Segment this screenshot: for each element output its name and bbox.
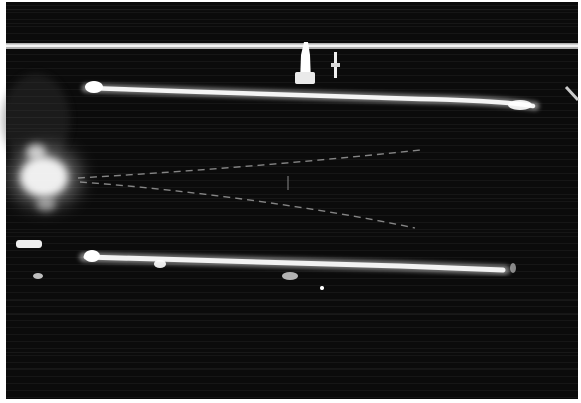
- dashed-trace: [77, 149, 421, 229]
- lower-streak: [79, 250, 510, 280]
- photo-background: [6, 2, 578, 399]
- top-marker: [295, 42, 340, 84]
- scan-lines: [6, 9, 578, 369]
- glowing-sphere: [9, 144, 81, 211]
- left-debris: [16, 240, 324, 290]
- upper-streak: [81, 81, 540, 111]
